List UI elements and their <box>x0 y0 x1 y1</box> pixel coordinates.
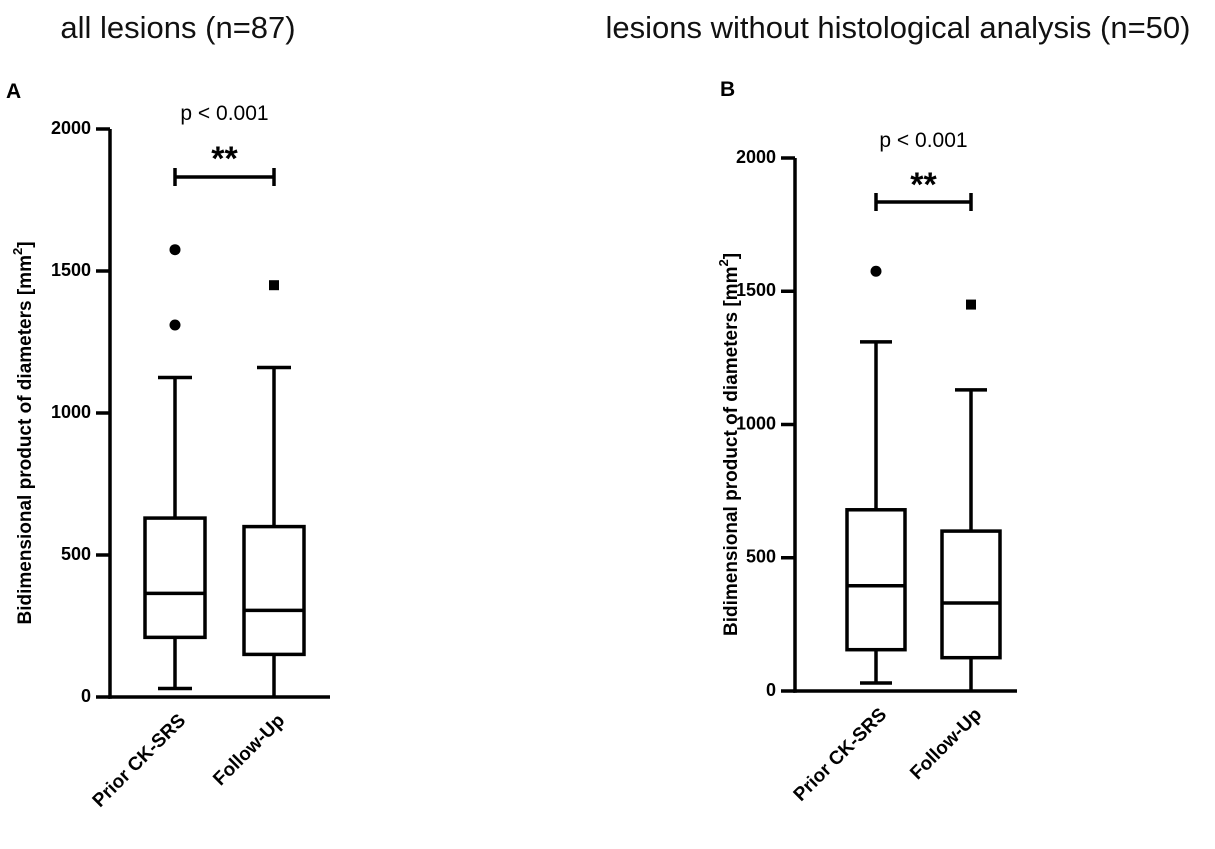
outlier-point <box>269 280 279 291</box>
x-category-label: Prior CK-SRS <box>89 710 190 811</box>
y-tick-label: 0 <box>766 680 776 700</box>
significance-stars: ** <box>910 166 937 204</box>
y-axis-label-main: Bidimensional product of diameters [mm <box>15 255 36 625</box>
y-tick-label: 1000 <box>736 413 776 433</box>
p-value-label: p < 0.001 <box>180 102 268 125</box>
outlier-point <box>966 299 976 310</box>
y-tick-label: 500 <box>746 547 776 567</box>
x-category-label: Follow-Up <box>209 710 289 790</box>
y-axis-label-suffix: ] <box>721 253 742 259</box>
y-tick-label: 0 <box>81 686 91 706</box>
outlier-point <box>169 319 181 331</box>
y-tick-label: 1500 <box>736 280 776 300</box>
y-tick-label: 1500 <box>51 260 91 280</box>
y-tick-label: 500 <box>61 544 91 564</box>
y-axis-label-superscript: 2 <box>716 259 731 266</box>
p-value-label: p < 0.001 <box>879 129 967 152</box>
y-axis-label-main: Bidimensional product of diameters [mm <box>721 267 742 637</box>
y-axis-label: Bidimensional product of diameters [mm2] <box>716 253 742 636</box>
panel-letter: A <box>6 80 21 103</box>
y-tick-label: 2000 <box>736 147 776 167</box>
significance-bracket <box>874 193 973 211</box>
y-axis-label-suffix: ] <box>15 241 36 247</box>
panel-letter: B <box>720 78 735 101</box>
outlier-point <box>169 244 181 256</box>
box-1 <box>940 299 1002 691</box>
box-0 <box>845 265 907 685</box>
y-tick-label: 2000 <box>51 118 91 138</box>
x-category-label: Prior CK-SRS <box>790 704 891 805</box>
iqr-box <box>940 529 1002 660</box>
y-axis-label-superscript: 2 <box>10 248 25 255</box>
panel-title: lesions without histological analysis (n… <box>605 10 1190 45</box>
box-0 <box>143 244 207 691</box>
outlier-point <box>870 265 882 277</box>
iqr-box <box>242 524 306 657</box>
panel-b: lesions without histological analysis (n… <box>605 10 1190 805</box>
panel-a: all lesions (n=87) A 0 500 1000 1500 2000 Bidim… <box>6 10 330 812</box>
y-tick-label: 1000 <box>51 402 91 422</box>
significance-bracket <box>173 168 276 186</box>
iqr-box <box>845 508 907 652</box>
box-1 <box>242 280 306 697</box>
iqr-box <box>143 516 207 640</box>
x-category-label: Follow-Up <box>906 704 986 784</box>
significance-stars: ** <box>211 140 238 178</box>
y-axis-label: Bidimensional product of diameters [mm2] <box>10 241 36 624</box>
panel-title: all lesions (n=87) <box>60 10 295 45</box>
